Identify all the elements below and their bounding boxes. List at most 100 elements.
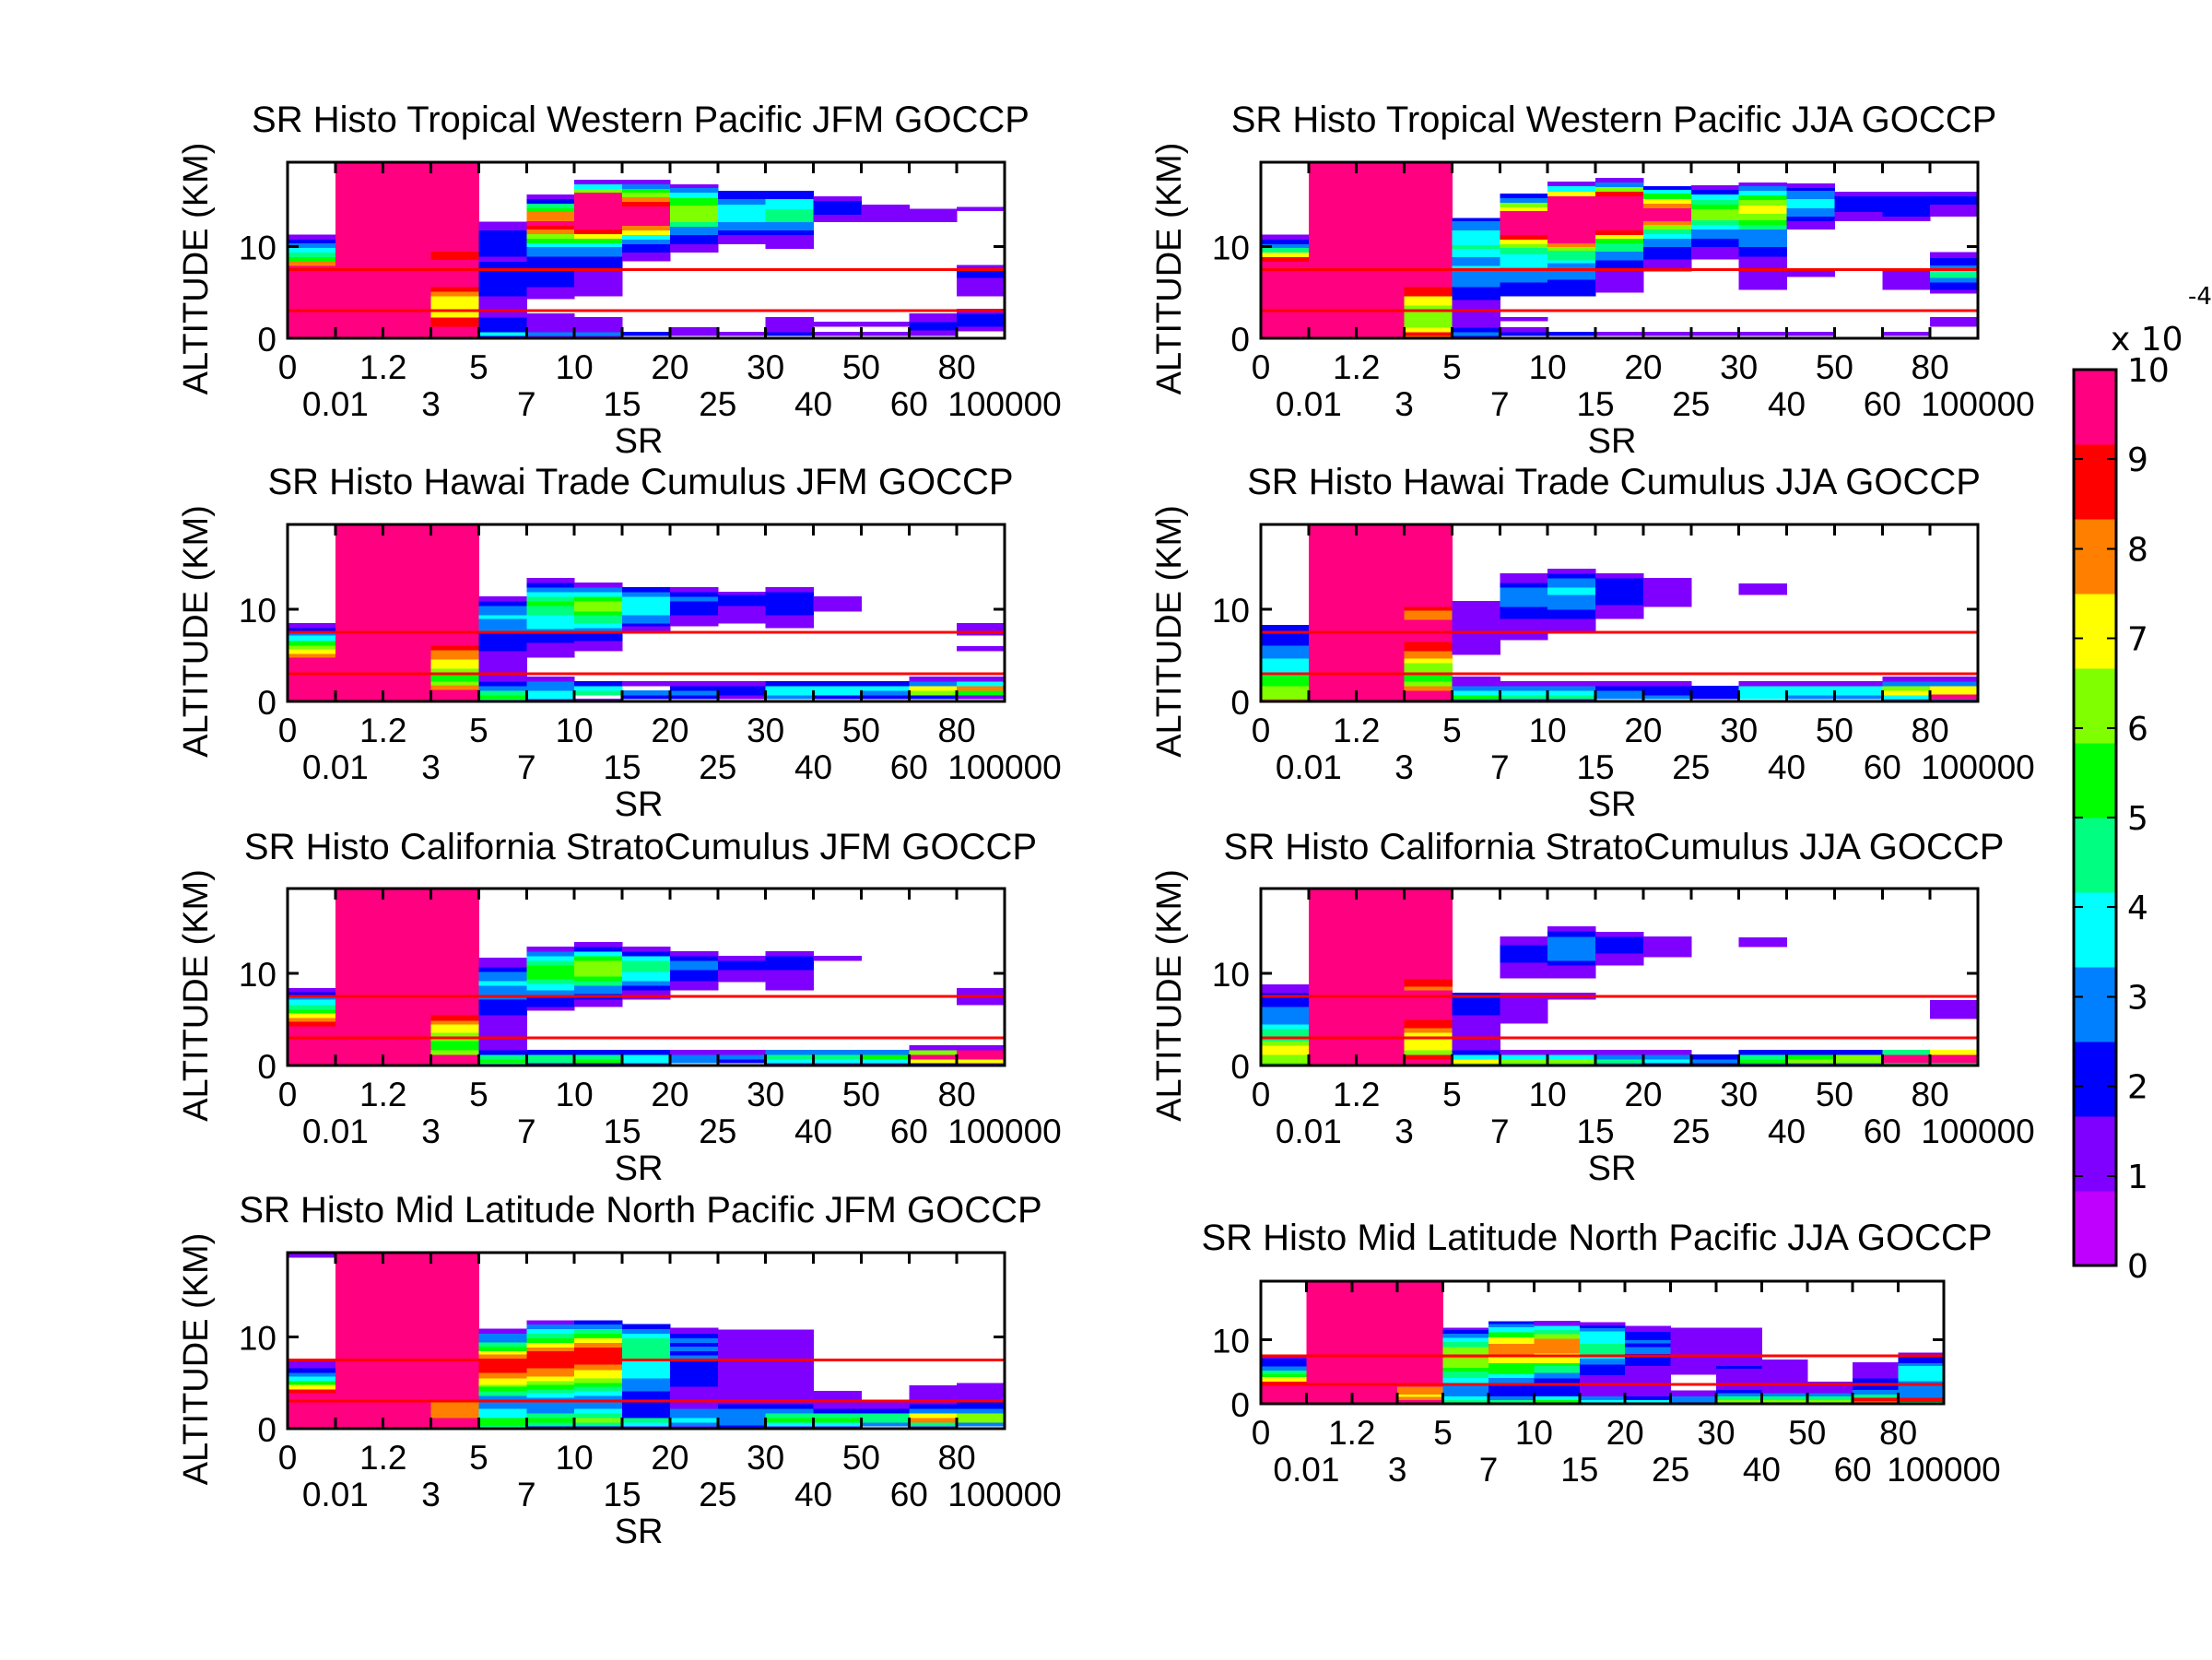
- heatmap-cell: [1261, 247, 1310, 253]
- heatmap-cell: [526, 246, 575, 257]
- heatmap-cell: [574, 242, 623, 247]
- heatmap-cell: [957, 690, 1006, 696]
- heatmap-cell: [861, 695, 910, 700]
- heatmap-cell: [1930, 272, 1979, 278]
- heatmap-cell: [478, 633, 527, 652]
- heatmap-cell: [1595, 1050, 1644, 1055]
- heatmap-cell: [478, 1050, 527, 1055]
- heatmap-cell: [478, 601, 527, 606]
- heatmap-cell: [957, 1413, 1006, 1423]
- heatmap-cell: [1625, 1395, 1672, 1401]
- heatmap-cell: [288, 1372, 336, 1377]
- heatmap-cell: [861, 1059, 910, 1064]
- heatmap-cell: [288, 633, 336, 636]
- heatmap-cell: [1738, 1050, 1788, 1055]
- heatmap-cell: [1738, 205, 1788, 215]
- heatmap-cell: [526, 965, 575, 980]
- heatmap-cell: [717, 686, 767, 696]
- heatmap-cell: [1642, 936, 1692, 958]
- heatmap-cell: [1397, 1281, 1444, 1387]
- heatmap-cell: [1786, 220, 1835, 230]
- heatmap-cell: [1547, 185, 1596, 193]
- heatmap-cell: [526, 242, 575, 247]
- heatmap-cell: [1595, 605, 1644, 619]
- heatmap-cell: [1786, 207, 1835, 217]
- heatmap-cell: [1442, 1329, 1489, 1335]
- heatmap-cell: [1261, 1007, 1310, 1025]
- heatmap-cell: [574, 1370, 623, 1379]
- x-tick-label: 30: [747, 1076, 784, 1113]
- heatmap-cell: [1716, 1389, 1762, 1394]
- heatmap-cell: [478, 230, 527, 257]
- heatmap-cell: [717, 1329, 767, 1405]
- heatmap-cell: [622, 196, 671, 203]
- heatmap-cell: [1261, 625, 1310, 646]
- heatmap-cell: [1690, 224, 1740, 230]
- heatmap-cell: [1404, 1019, 1453, 1029]
- x-tick-label: 40: [1768, 385, 1806, 423]
- y-tick-label: 0: [1230, 1048, 1250, 1086]
- heatmap-cell: [478, 1354, 527, 1360]
- colorbar: 0 1 2 3 4 5 6 7 8 9 10x 10-4: [2072, 283, 2212, 1286]
- heatmap-cell: [288, 1376, 336, 1382]
- heatmap-cell: [669, 221, 719, 227]
- heatmap-cell: [861, 204, 910, 222]
- heatmap-cell: [1261, 645, 1310, 659]
- heatmap-cell: [765, 1413, 815, 1419]
- heatmap-cell: [717, 970, 767, 983]
- panel-title: SR Histo Tropical Western Pacific JFM GO…: [252, 100, 1030, 140]
- heatmap-cell: [1261, 1358, 1307, 1367]
- heatmap-cell: [1738, 229, 1788, 247]
- heatmap-cell: [478, 1350, 527, 1355]
- heatmap-cell: [622, 1050, 671, 1055]
- plot-frame: [1259, 523, 1980, 703]
- heatmap-cell: [1930, 1050, 1979, 1055]
- heatmap-cell: [478, 1015, 527, 1051]
- heatmap-cell: [1547, 578, 1596, 588]
- heatmap-cell: [288, 657, 336, 702]
- heatmap-cell: [1452, 327, 1500, 333]
- x-tick-label: 30: [1720, 348, 1758, 386]
- panel-title: SR Histo Mid Latitude North Pacific JJA …: [1201, 1218, 1992, 1258]
- heatmap-cell: [622, 1360, 671, 1379]
- colorbar-band: [2074, 668, 2116, 744]
- heatmap-cell: [622, 587, 671, 593]
- heatmap-cell: [335, 1253, 384, 1430]
- heatmap-cell: [765, 1059, 815, 1064]
- x-tick-label: 25: [699, 1476, 736, 1513]
- plot-frame: [1259, 160, 1980, 340]
- heatmap-cell: [526, 951, 575, 957]
- heatmap-cell: [288, 641, 336, 646]
- heatmap-cell: [1547, 936, 1596, 961]
- heatmap-cell: [478, 596, 527, 602]
- heatmap-cell: [478, 615, 527, 619]
- heatmap-cell: [717, 190, 767, 200]
- heatmap-cell: [288, 645, 336, 650]
- heatmap-cell: [288, 1381, 336, 1385]
- heatmap-cell: [1261, 658, 1310, 673]
- heatmap-cell: [1488, 1395, 1535, 1401]
- heatmap-cell: [1452, 1050, 1500, 1055]
- heatmap-cell: [288, 247, 336, 253]
- heatmap-cell: [1595, 936, 1644, 954]
- y-axis-label: ALTITUDE (KM): [177, 505, 216, 758]
- heatmap-cell: [957, 1059, 1006, 1064]
- heatmap-cell: [430, 668, 479, 676]
- heatmap-cell: [478, 1359, 527, 1373]
- heatmap-cell: [430, 251, 479, 260]
- heatmap-cell: [288, 1018, 336, 1022]
- heatmap-cell: [478, 606, 527, 616]
- heatmap-cell: [622, 626, 671, 634]
- heatmap-cell: [1500, 686, 1548, 691]
- heatmap-cell: [478, 1384, 527, 1387]
- heatmap-cell: [430, 1020, 479, 1025]
- heatmap-cell: [1308, 524, 1358, 702]
- heatmap-cell: [574, 229, 623, 234]
- x-tick-label: 10: [1529, 712, 1567, 749]
- heatmap-cell: [1930, 204, 1979, 217]
- heatmap-cell: [1716, 1399, 1762, 1403]
- heatmap-cell: [1898, 1365, 1945, 1382]
- x-tick-label: 20: [651, 348, 688, 386]
- heatmap-cell: [526, 633, 575, 643]
- heatmap-cell: [430, 524, 479, 646]
